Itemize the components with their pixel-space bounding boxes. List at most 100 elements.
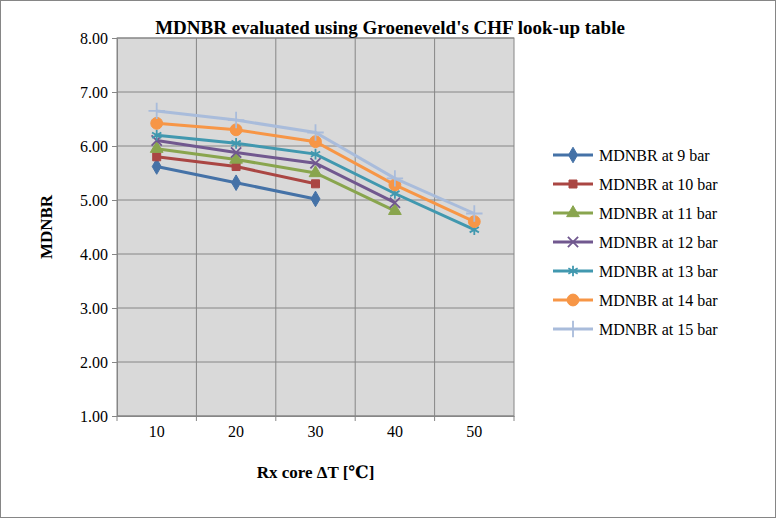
grid-line [117,416,514,417]
x-boundary-tick [117,416,118,421]
legend-item: MDNBR at 15 bar [553,321,718,338]
y-tick-mark [112,416,117,417]
legend-label: MDNBR at 10 bar [599,176,718,193]
point-marker [148,103,164,119]
y-axis: 1.00 2.00 3.00 4.00 5.00 6.00 7.00 8.00 [80,30,118,425]
grid-line [117,254,514,255]
y-tick-mark [112,200,117,201]
point-marker [228,112,244,128]
y-tick: 7.00 [80,84,117,101]
legend-label: MDNBR at 14 bar [599,292,718,309]
y-tick: 3.00 [80,300,117,317]
legend-swatch-marker [568,237,578,247]
legend-item: MDNBR at 10 bar [553,176,718,193]
point-marker [390,198,400,208]
y-tick-mark [112,308,117,309]
x-boundary-tick [355,416,356,421]
point-marker [153,153,161,161]
y-tick-mark [112,254,117,255]
grid-line [117,92,514,93]
grid-line [117,362,514,363]
grid-line [117,308,514,309]
y-axis-line [112,39,118,417]
legend-swatch-marker [569,147,578,163]
x-tick: 10 [149,416,165,440]
y-tick-mark [112,92,117,93]
y-tick-mark [112,362,117,363]
point-marker [387,170,403,186]
y-axis-title: MDNBR [37,194,56,259]
chart: 1.00 2.00 3.00 4.00 5.00 6.00 7.00 8.00 10 20 30 40… [0,0,776,518]
legend-item: MDNBR at 11 bar [553,205,718,222]
legend-item: MDNBR at 9 bar [553,147,710,164]
y-tick-label: 5.00 [80,192,108,209]
point-marker [150,141,163,152]
x-boundary-tick [196,416,197,421]
point-marker [466,205,482,221]
legend: MDNBR at 9 bar MDNBR at 10 bar MDNBR at 11… [553,147,718,338]
x-tick: 30 [308,416,324,440]
grid-line [434,38,435,416]
point-marker [389,203,402,214]
point-marker [307,124,323,140]
y-tick-label: 1.00 [80,408,108,425]
legend-item: MDNBR at 12 bar [553,234,718,251]
x-tick-label: 30 [308,423,324,440]
y-tick-label: 7.00 [80,84,108,101]
point-marker [312,180,320,188]
legend-label: MDNBR at 15 bar [599,321,718,338]
x-axis-line [118,416,515,417]
x-axis: 10 20 30 40 50 [117,416,515,440]
x-axis-title: Rx core ΔT [℃] [257,463,375,482]
x-tick-label: 50 [466,423,482,440]
series-line [157,111,475,214]
y-tick: 5.00 [80,192,117,209]
y-tick: 8.00 [80,30,117,47]
legend-swatch-marker [567,206,580,217]
series-line [157,167,316,199]
series-line [157,123,475,221]
y-tick-mark [112,38,117,39]
point-marker [152,130,161,141]
legend-label: MDNBR at 12 bar [599,234,718,251]
legend-item: MDNBR at 14 bar [553,292,718,309]
y-tick-label: 6.00 [80,138,108,155]
plot-area [117,38,514,416]
y-tick-label: 8.00 [80,30,108,47]
x-tick: 40 [387,416,403,440]
y-tick: 2.00 [80,354,117,371]
point-marker [311,149,320,160]
y-tick: 4.00 [80,246,117,263]
legend-label: MDNBR at 9 bar [599,147,710,164]
x-boundary-tick [275,416,276,421]
title: MDNBR evaluated using Groeneveld's CHF l… [155,17,625,38]
legend-swatch-marker [565,321,581,337]
x-tick-label: 40 [387,423,403,440]
y-tick-mark [112,146,117,147]
grid-line [275,38,276,416]
grid-line [196,38,197,416]
legend-swatch-marker [569,180,577,188]
x-boundary-tick [514,416,515,421]
y-tick-label: 2.00 [80,354,108,371]
legend-label: MDNBR at 11 bar [599,205,718,222]
legend-label: MDNBR at 13 bar [599,263,718,280]
y-tick-label: 3.00 [80,300,108,317]
y-tick: 1.00 [80,408,117,425]
point-marker [311,191,320,207]
point-marker [232,163,240,171]
legend-item: MDNBR at 13 bar [553,263,718,280]
point-marker [231,147,241,157]
point-marker [232,175,241,191]
x-tick: 50 [466,416,482,440]
grid [117,38,514,416]
x-tick-label: 10 [149,423,165,440]
legend-swatch-marker [568,266,577,277]
marks [148,103,482,235]
x-tick-label: 20 [228,423,244,440]
x-boundary-tick [434,416,435,421]
legend-swatch-marker [567,294,579,306]
x-tick: 20 [228,416,244,440]
chart-border [1,1,776,518]
y-tick-label: 4.00 [80,246,108,263]
